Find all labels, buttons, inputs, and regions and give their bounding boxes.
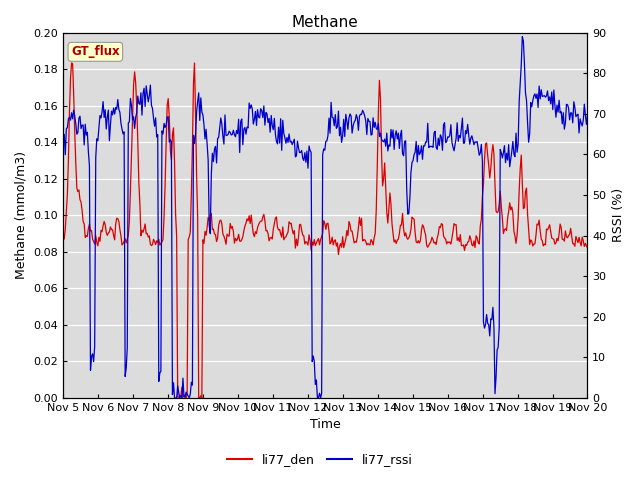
Y-axis label: Methane (mmol/m3): Methane (mmol/m3) [15,151,28,279]
X-axis label: Time: Time [310,419,340,432]
Y-axis label: RSSI (%): RSSI (%) [612,188,625,242]
Text: GT_flux: GT_flux [71,45,120,59]
Title: Methane: Methane [292,15,358,30]
Legend: li77_den, li77_rssi: li77_den, li77_rssi [222,448,418,471]
